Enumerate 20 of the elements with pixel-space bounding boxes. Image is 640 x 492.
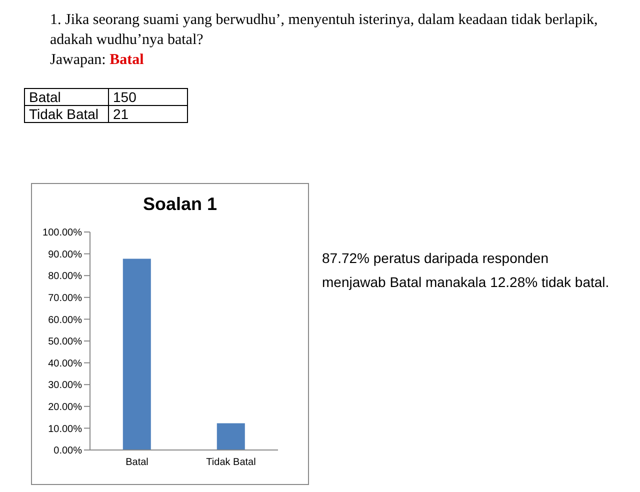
y-tick-label: 30.00% [48, 380, 82, 392]
text: 87.72% peratus daripada responden menjawab Batal manakala 12.28% tidak batal. [322, 249, 610, 292]
y-tick-label: 50.00% [48, 336, 82, 348]
y-tick-label: 60.00% [48, 314, 82, 326]
y-tick-label: 90.00% [48, 249, 82, 260]
text: 1. Jika seorang suami yang berwudhu’, menyentuh isterinya, dalam keadaan tidak berlapik, adakah wudhu’nya batal? [50, 11, 599, 50]
y-tick-label: 70.00% [48, 292, 82, 304]
chart-title: Soalan 1 [142, 194, 218, 215]
y-tick-label: 10.00% [48, 424, 82, 435]
text: 150 [108, 88, 188, 106]
y-tick-label: 0.00% [54, 446, 82, 457]
y-tick-label: 100.00% [42, 228, 82, 239]
text: Jawapan: [50, 52, 106, 68]
text: 21 [108, 106, 188, 122]
y-tick-label: 40.00% [48, 358, 82, 370]
text: Batal [24, 88, 108, 106]
text: Batal [110, 52, 144, 68]
y-tick-label: 20.00% [48, 402, 82, 413]
text: Tidak Batal [24, 106, 108, 122]
y-tick-label: 80.00% [48, 271, 82, 282]
